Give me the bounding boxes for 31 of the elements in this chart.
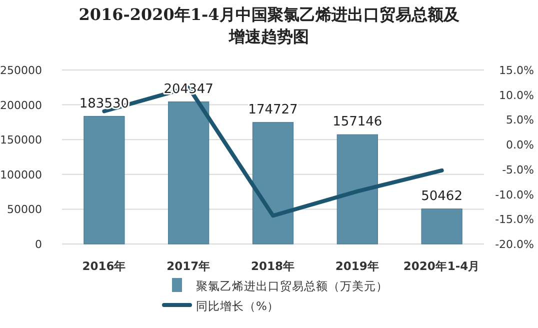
legend-label: 同比增长（%） [196,299,279,313]
x-tick-label: 2018年 [250,259,296,273]
y-tick-label: 250000 [0,64,42,77]
bar [84,116,125,244]
data-label: 174727 [248,102,298,118]
y2-tick-label: 5.0% [506,114,534,127]
y2-tick-label: -15.0% [495,213,534,226]
bar [421,208,462,244]
legend-label: 聚氯乙烯进出口贸易总额（万美元） [196,279,388,293]
y2-tick-label: -5.0% [502,163,534,176]
bar [252,122,294,244]
bar [168,101,210,244]
x-tick-label: 2017年 [166,259,211,273]
x-tick-label: 2019年 [335,259,380,273]
x-tick-label: 2016年 [82,259,126,273]
y-tick-label: 200000 [0,98,42,112]
y-tick-label: 150000 [0,134,42,147]
data-label: 183530 [79,96,130,112]
y2-tick-label: -20.0% [495,238,534,251]
x-tick-label: 2020年1-4月 [403,259,480,273]
data-label: 50462 [421,188,462,204]
y2-tick-label: 10.0% [499,88,534,102]
data-label: 157146 [332,114,382,130]
y-tick-label: 0 [35,238,42,251]
y2-tick-label: 15.0% [499,64,534,77]
bar [336,134,378,244]
y2-tick-label: -10.0% [495,188,534,202]
chart-title: 2016-2020年1-4月中国聚氯乙烯进出口贸易总额及增速趋势图 [78,5,460,46]
y2-tick-label: 0.0% [506,138,534,152]
y-tick-label: 50000 [7,203,42,216]
y-tick-label: 100000 [0,168,42,182]
